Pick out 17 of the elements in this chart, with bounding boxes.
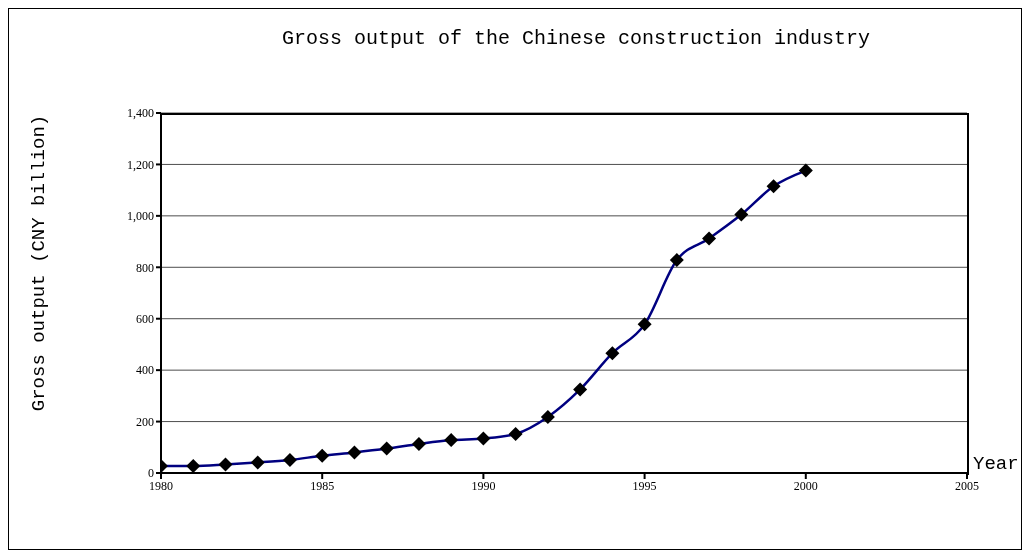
x-tick-label: 1980 — [149, 478, 173, 493]
x-tick-label: 2005 — [955, 478, 979, 493]
y-tick-label: 1,400 — [127, 106, 154, 121]
y-tick-label: 800 — [136, 260, 154, 275]
y-tick-label: 1,000 — [127, 209, 154, 224]
x-tick-label: 1995 — [632, 478, 657, 493]
y-tick-label: 1,200 — [127, 157, 154, 172]
x-tick-label: 1985 — [310, 478, 335, 493]
x-tick-label: 1990 — [471, 478, 496, 493]
y-tick-label: 400 — [136, 363, 154, 378]
y-axis-title: Gross output (CNY billion) — [27, 114, 50, 412]
x-tick-label: 2000 — [793, 478, 818, 493]
chart-title: Gross output of the Chinese construction industry — [280, 27, 872, 50]
y-tick-label: 200 — [136, 414, 154, 429]
y-tick-label: 0 — [148, 466, 154, 481]
y-tick-label: 600 — [136, 311, 154, 326]
x-axis-title: Year — [973, 453, 1019, 475]
